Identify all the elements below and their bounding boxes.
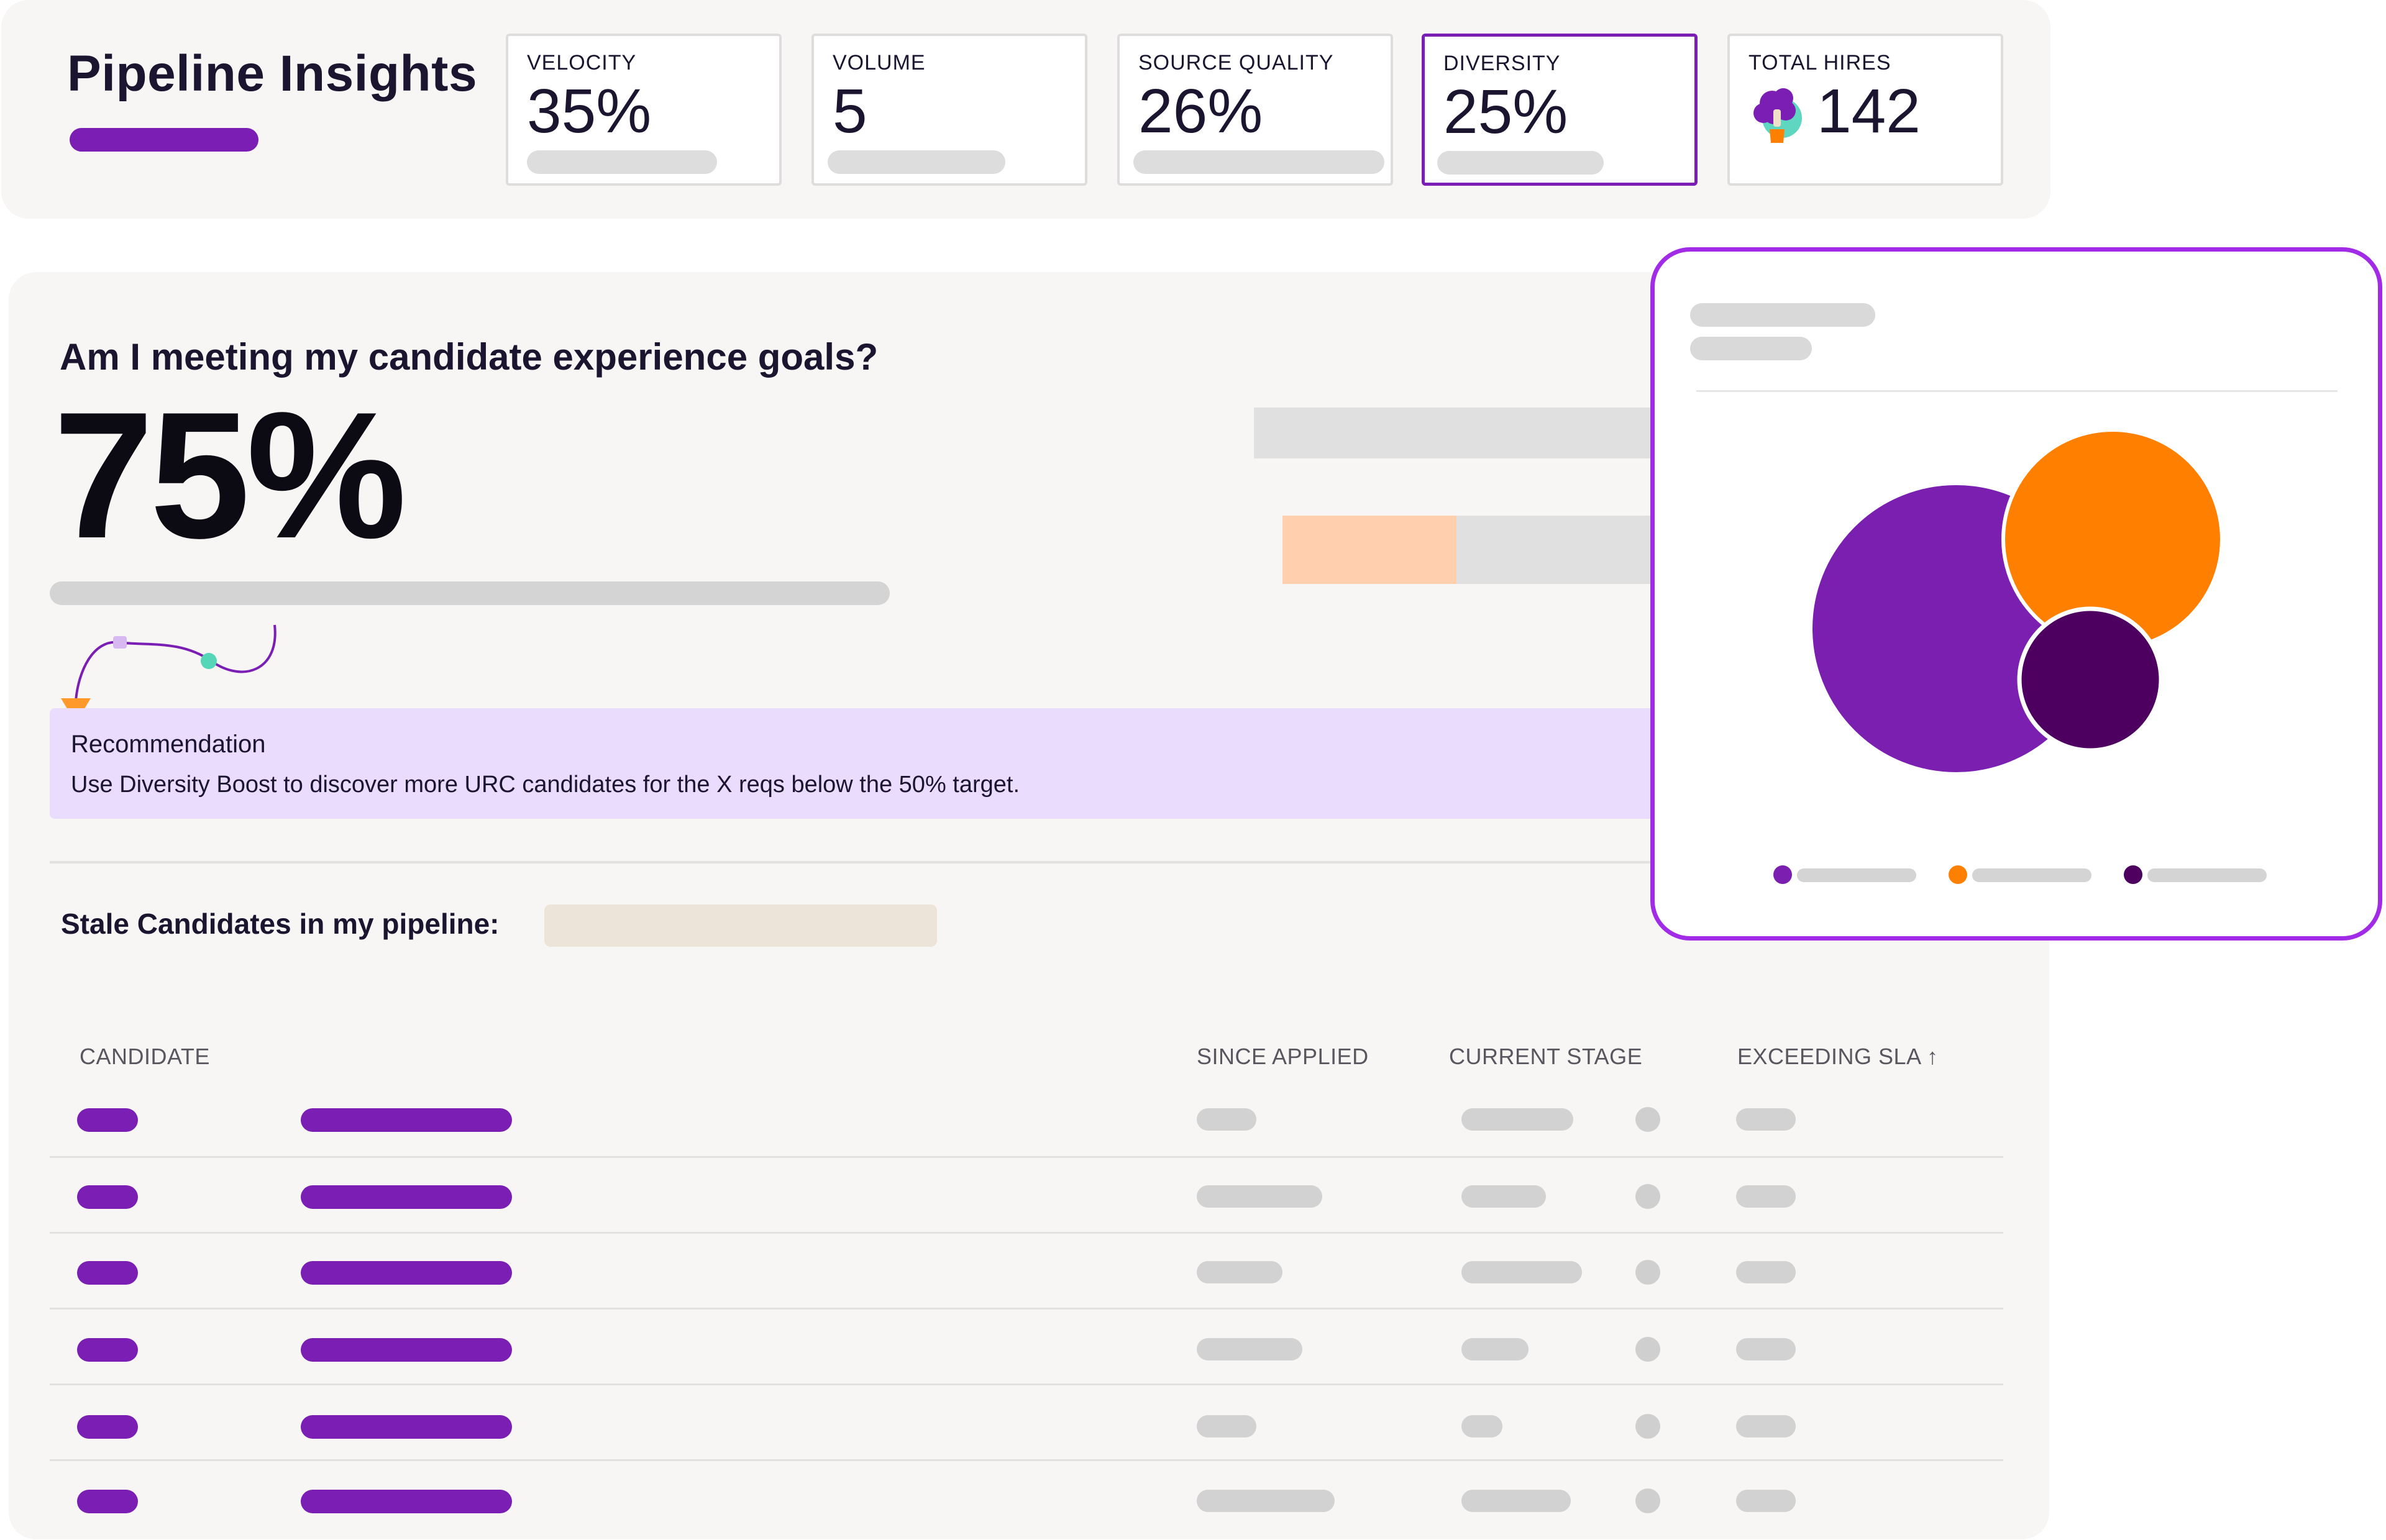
kpi-card-velocity[interactable]: VELOCITY 35% — [506, 34, 782, 186]
column-header-since-applied[interactable]: SINCE APPLIED — [1197, 1044, 1369, 1069]
table-row[interactable] — [50, 1082, 2003, 1158]
stale-filter-dropdown[interactable] — [544, 904, 937, 947]
placeholder-bar — [50, 581, 890, 605]
column-header-current-stage[interactable]: CURRENT STAGE — [1449, 1044, 1643, 1069]
candidate-name-placeholder[interactable] — [301, 1490, 512, 1513]
current-stage-placeholder — [1461, 1338, 1529, 1360]
kpi-card-source-quality[interactable]: SOURCE QUALITY 26% — [1117, 34, 1393, 186]
chart-title-placeholder — [1690, 303, 1875, 327]
candidate-name-placeholder[interactable] — [301, 1338, 512, 1362]
kpi-label: DIVERSITY — [1443, 52, 1561, 75]
status-dot — [1635, 1107, 1660, 1132]
bubble-chart — [1809, 429, 2224, 776]
kpi-value: 35% — [527, 76, 652, 146]
title-underline — [70, 128, 258, 152]
candidate-name-placeholder[interactable] — [301, 1185, 512, 1209]
bubble-dark-purple — [2017, 606, 2164, 753]
divider — [50, 861, 2003, 863]
current-stage-placeholder — [1461, 1415, 1502, 1437]
kpi-value: 26% — [1138, 76, 1263, 146]
candidate-name-placeholder[interactable] — [301, 1261, 512, 1285]
recommendation-text: Use Diversity Boost to discover more URC… — [71, 772, 1020, 798]
current-stage-placeholder — [1461, 1261, 1582, 1283]
page-title: Pipeline Insights — [67, 45, 478, 102]
kpi-placeholder-bar — [828, 150, 1005, 174]
big-metric-value: 75% — [53, 375, 406, 576]
sla-placeholder — [1736, 1261, 1796, 1283]
chart-subtitle-placeholder — [1690, 337, 1812, 360]
sla-placeholder — [1736, 1415, 1796, 1437]
divider — [1696, 390, 2338, 392]
table-row[interactable] — [50, 1158, 2003, 1234]
since-applied-placeholder — [1197, 1490, 1335, 1512]
section-question: Am I meeting my candidate experience goa… — [60, 336, 879, 378]
current-stage-placeholder — [1461, 1185, 1546, 1208]
kpi-card-volume[interactable]: VOLUME 5 — [811, 34, 1087, 186]
status-dot — [1635, 1337, 1660, 1362]
candidate-name-placeholder[interactable] — [301, 1108, 512, 1132]
since-applied-placeholder — [1197, 1338, 1302, 1360]
since-applied-placeholder — [1197, 1415, 1256, 1437]
candidate-avatar-placeholder — [77, 1415, 138, 1439]
sla-placeholder — [1736, 1185, 1796, 1208]
candidate-avatar-placeholder — [77, 1185, 138, 1209]
kpi-card-total-hires[interactable]: TOTAL HIRES 142 — [1727, 34, 2003, 186]
candidate-avatar-placeholder — [77, 1490, 138, 1513]
since-applied-placeholder — [1197, 1185, 1322, 1208]
table-row[interactable] — [50, 1461, 2003, 1537]
since-applied-placeholder — [1197, 1261, 1282, 1283]
recommendation-box — [50, 708, 1765, 819]
table-row[interactable] — [50, 1385, 2003, 1461]
kpi-value: 5 — [833, 76, 867, 146]
sla-placeholder — [1736, 1338, 1796, 1360]
kpi-value: 142 — [1817, 76, 1921, 146]
sla-placeholder — [1736, 1490, 1796, 1512]
placeholder-bar — [1254, 408, 1689, 458]
since-applied-placeholder — [1197, 1108, 1256, 1131]
candidate-name-placeholder[interactable] — [301, 1415, 512, 1439]
purple-dot-icon — [1773, 865, 1792, 884]
kpi-label: VELOCITY — [527, 51, 637, 75]
avatar-icon — [1753, 88, 1802, 143]
table-row[interactable] — [50, 1310, 2003, 1385]
status-dot — [1635, 1260, 1660, 1285]
candidate-avatar-placeholder — [77, 1261, 138, 1285]
kpi-placeholder-bar — [1133, 150, 1384, 174]
table-row[interactable] — [50, 1234, 2003, 1310]
kpi-placeholder-bar — [527, 150, 717, 174]
current-stage-placeholder — [1461, 1108, 1573, 1131]
kpi-card-diversity[interactable]: DIVERSITY 25% — [1422, 34, 1698, 186]
kpi-label: SOURCE QUALITY — [1138, 51, 1334, 75]
orange-dot-icon — [1949, 865, 1967, 884]
dark-purple-dot-icon — [2124, 865, 2142, 884]
column-header-exceeding-sla[interactable]: EXCEEDING SLA ↑ — [1737, 1044, 1939, 1069]
kpi-label: VOLUME — [833, 51, 926, 75]
candidate-avatar-placeholder — [77, 1108, 138, 1132]
status-dot — [1635, 1414, 1660, 1439]
legend-label-placeholder — [2147, 868, 2267, 882]
column-header-candidate[interactable]: CANDIDATE — [80, 1044, 210, 1069]
stale-candidates-label: Stale Candidates in my pipeline: — [61, 908, 500, 940]
status-dot — [1635, 1184, 1660, 1209]
kpi-label: TOTAL HIRES — [1748, 51, 1891, 75]
progress-fill — [1282, 516, 1456, 584]
status-dot — [1635, 1488, 1660, 1513]
current-stage-placeholder — [1461, 1490, 1571, 1512]
sla-placeholder — [1736, 1108, 1796, 1131]
legend-label-placeholder — [1797, 868, 1916, 882]
kpi-value: 25% — [1443, 77, 1568, 147]
legend-label-placeholder — [1972, 868, 2091, 882]
candidate-avatar-placeholder — [77, 1338, 138, 1362]
kpi-placeholder-bar — [1437, 151, 1604, 175]
recommendation-title: Recommendation — [71, 731, 266, 758]
